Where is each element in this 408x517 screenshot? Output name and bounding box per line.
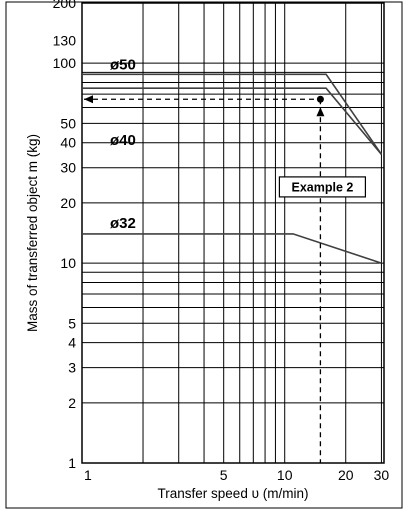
x-axis-label: Transfer speed υ (m/min) <box>158 486 309 501</box>
series-line-32 <box>82 233 382 264</box>
example-label-box <box>278 176 367 198</box>
plot-border <box>81 2 385 464</box>
y-tick-label: 1 <box>68 455 76 471</box>
y-tick-label: 3 <box>68 360 76 376</box>
y-tick-label: 10 <box>60 255 76 271</box>
x-tick-label: 10 <box>277 467 293 483</box>
y-tick-label: 2 <box>68 395 76 411</box>
y-tick-label: 200 <box>53 0 77 11</box>
y-axis-label: Mass of transferred object m (kg) <box>25 134 40 332</box>
series-label-32: ø32 <box>110 215 136 232</box>
x-tick-label: 1 <box>84 467 92 483</box>
y-tick-label: 40 <box>60 135 76 151</box>
arrow-up-head <box>316 107 325 117</box>
figure-frame <box>5 1 403 509</box>
series-label-50: ø50 <box>110 56 136 73</box>
y-tick-label: 100 <box>53 55 77 71</box>
y-tick-label: 20 <box>60 195 76 211</box>
y-tick-label: 50 <box>60 115 76 131</box>
arrow-left-head <box>84 95 93 104</box>
y-tick-label: 30 <box>60 160 76 176</box>
example-point <box>316 95 324 103</box>
x-tick-label: 30 <box>374 467 390 483</box>
y-tick-label: 4 <box>68 335 76 351</box>
y-tick-label: 130 <box>53 32 77 48</box>
x-tick-label: 20 <box>338 467 354 483</box>
series-line-50 <box>82 73 383 155</box>
plot-area <box>82 3 384 463</box>
series-label-40: ø40 <box>110 132 136 149</box>
y-tick-label: 5 <box>68 315 76 331</box>
example-label: Example 2 <box>291 180 353 194</box>
x-tick-label: 5 <box>220 467 228 483</box>
series-line-40 <box>82 87 383 155</box>
